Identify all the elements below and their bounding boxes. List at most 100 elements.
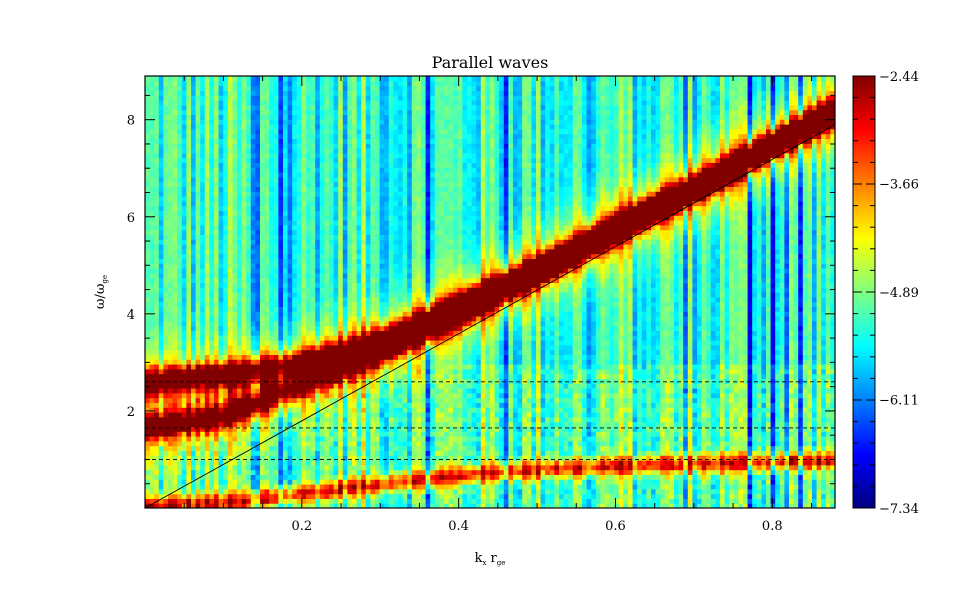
heatmap-cell bbox=[218, 282, 224, 288]
heatmap-cell bbox=[260, 316, 266, 322]
heatmap-cell bbox=[292, 229, 298, 235]
heatmap-cell bbox=[273, 311, 279, 317]
heatmap-cell bbox=[398, 503, 404, 508]
heatmap-cell bbox=[214, 162, 220, 168]
heatmap-cell bbox=[154, 100, 160, 106]
heatmap-cell bbox=[269, 325, 275, 331]
heatmap-cell bbox=[204, 354, 210, 360]
heatmap-cell bbox=[154, 335, 160, 341]
heatmap-cell bbox=[154, 325, 160, 331]
heatmap-cell bbox=[214, 272, 220, 279]
heatmap-cell bbox=[379, 258, 385, 264]
heatmap-cell bbox=[250, 124, 256, 130]
heatmap-cell bbox=[255, 282, 261, 288]
heatmap-cell bbox=[352, 445, 358, 451]
heatmap-cell bbox=[338, 498, 344, 504]
heatmap-cell bbox=[255, 455, 261, 461]
heatmap-cell bbox=[232, 229, 238, 235]
heatmap-cell bbox=[356, 76, 362, 82]
heatmap-cell bbox=[319, 488, 325, 495]
heatmap-cell bbox=[292, 440, 298, 447]
heatmap-cell bbox=[319, 412, 325, 418]
heatmap-cell bbox=[186, 109, 192, 115]
heatmap-cell bbox=[181, 258, 187, 264]
heatmap-cell bbox=[204, 301, 210, 307]
heatmap-cell bbox=[149, 301, 155, 307]
heatmap-cell bbox=[324, 258, 330, 264]
heatmap-cell bbox=[200, 388, 206, 394]
heatmap-cell bbox=[223, 244, 229, 250]
heatmap-cell bbox=[273, 244, 279, 250]
heatmap-cell bbox=[204, 196, 210, 202]
heatmap-cell bbox=[241, 268, 247, 274]
heatmap-cell bbox=[260, 426, 266, 432]
heatmap-cell bbox=[269, 191, 275, 197]
heatmap-cell bbox=[315, 354, 321, 360]
heatmap-cell bbox=[393, 436, 399, 442]
heatmap-cell bbox=[246, 407, 252, 413]
heatmap-cell bbox=[260, 383, 266, 389]
heatmap-cell bbox=[287, 76, 293, 82]
heatmap-cell bbox=[218, 80, 224, 87]
heatmap-cell bbox=[181, 354, 187, 360]
heatmap-cell bbox=[195, 119, 201, 125]
heatmap-cell bbox=[163, 287, 169, 293]
heatmap-cell bbox=[145, 378, 151, 384]
heatmap-cell bbox=[260, 244, 266, 250]
heatmap-cell bbox=[315, 138, 321, 144]
heatmap-cell bbox=[342, 181, 348, 187]
heatmap-cell bbox=[246, 335, 252, 341]
heatmap-cell bbox=[273, 335, 279, 341]
heatmap-cell bbox=[255, 330, 261, 336]
heatmap-cell bbox=[232, 253, 238, 259]
heatmap-cell bbox=[181, 445, 187, 451]
heatmap-cell bbox=[255, 167, 261, 173]
heatmap-cell bbox=[393, 152, 399, 159]
heatmap-cell bbox=[204, 181, 210, 187]
heatmap-cell bbox=[269, 229, 275, 235]
heatmap-cell bbox=[168, 119, 174, 125]
heatmap-cell bbox=[283, 224, 289, 231]
heatmap-cell bbox=[338, 450, 344, 456]
heatmap-cell bbox=[260, 479, 266, 485]
heatmap-cell bbox=[375, 421, 381, 427]
heatmap-cell bbox=[347, 469, 353, 475]
heatmap-cell bbox=[191, 157, 197, 163]
heatmap-cell bbox=[163, 268, 169, 274]
heatmap-cell bbox=[218, 498, 224, 504]
heatmap-cell bbox=[172, 210, 178, 216]
heatmap-cell bbox=[250, 167, 256, 173]
heatmap-cell bbox=[310, 119, 316, 125]
heatmap-cell bbox=[191, 119, 197, 125]
heatmap-cell bbox=[145, 306, 151, 312]
heatmap-cell bbox=[352, 431, 358, 437]
heatmap-cell bbox=[361, 90, 367, 96]
heatmap-cell bbox=[315, 383, 321, 389]
heatmap-cell bbox=[186, 407, 192, 413]
heatmap-cell bbox=[218, 493, 224, 499]
heatmap-cell bbox=[172, 272, 178, 279]
heatmap-cell bbox=[172, 258, 178, 264]
heatmap-cell bbox=[398, 450, 404, 456]
heatmap-cell bbox=[292, 181, 298, 187]
heatmap-cell bbox=[388, 388, 394, 394]
heatmap-cell bbox=[356, 167, 362, 173]
heatmap-cell bbox=[287, 445, 293, 451]
heatmap-cell bbox=[218, 90, 224, 96]
heatmap-cell bbox=[365, 162, 371, 168]
heatmap-cell bbox=[379, 200, 385, 207]
heatmap-cell bbox=[361, 364, 367, 370]
heatmap-cell bbox=[310, 498, 316, 504]
heatmap-cell bbox=[223, 152, 229, 159]
heatmap-cell bbox=[375, 455, 381, 461]
heatmap-cell bbox=[384, 493, 390, 499]
heatmap-cell bbox=[246, 220, 252, 226]
heatmap-cell bbox=[375, 229, 381, 235]
heatmap-cell bbox=[315, 407, 321, 413]
heatmap-cell bbox=[232, 325, 238, 331]
heatmap-cell bbox=[342, 503, 348, 508]
heatmap-cell bbox=[352, 282, 358, 288]
heatmap-cell bbox=[177, 152, 183, 159]
heatmap-cell bbox=[333, 272, 339, 279]
heatmap-cell bbox=[172, 292, 178, 298]
